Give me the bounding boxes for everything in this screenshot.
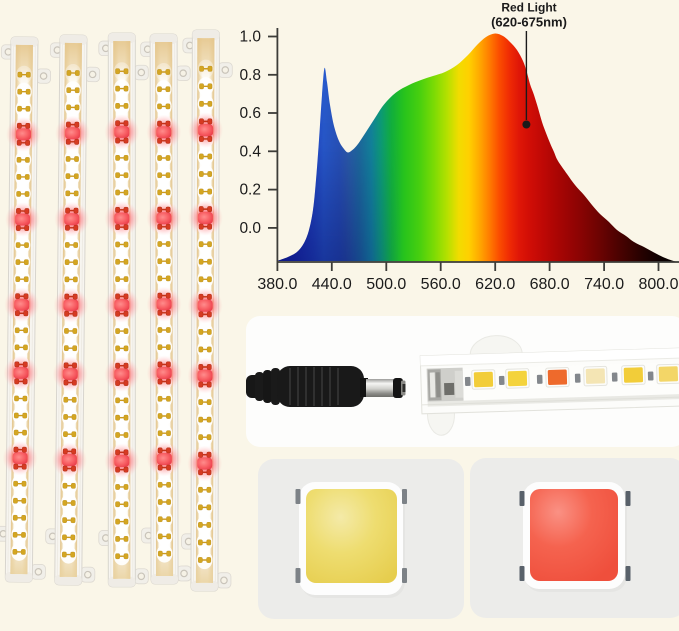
svg-text:740.0: 740.0	[584, 276, 624, 293]
svg-text:Red Light: Red Light	[501, 1, 556, 15]
svg-text:1.0: 1.0	[239, 29, 261, 46]
svg-text:800.0: 800.0	[638, 276, 678, 293]
svg-text:560.0: 560.0	[421, 276, 461, 293]
svg-text:620.0: 620.0	[475, 276, 515, 293]
svg-text:440.0: 440.0	[312, 276, 352, 293]
svg-text:0.8: 0.8	[239, 67, 261, 84]
svg-text:0.2: 0.2	[239, 182, 261, 199]
svg-text:380.0: 380.0	[257, 276, 297, 293]
svg-text:0.0: 0.0	[239, 220, 261, 237]
svg-text:0.4: 0.4	[239, 143, 261, 160]
svg-text:0.6: 0.6	[239, 105, 261, 122]
svg-text:(620-675nm): (620-675nm)	[491, 15, 567, 30]
svg-text:500.0: 500.0	[366, 276, 406, 293]
svg-text:680.0: 680.0	[530, 276, 570, 293]
